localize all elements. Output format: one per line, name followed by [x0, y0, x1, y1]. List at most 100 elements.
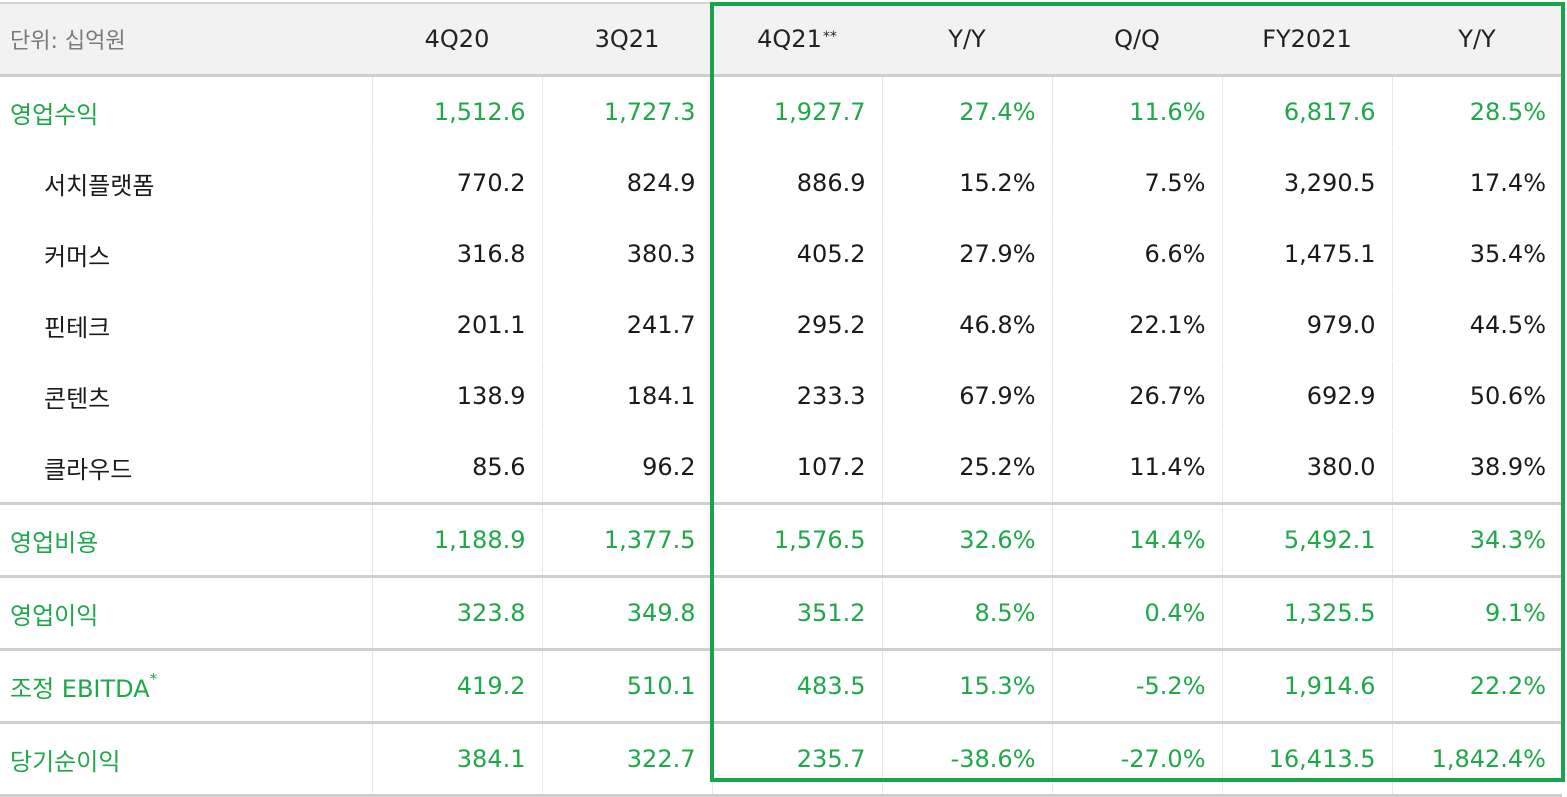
- col-header-fy-yy: Y/Y: [1392, 2, 1562, 77]
- cell: 1,475.1: [1221, 218, 1392, 290]
- cell: 8.5%: [881, 576, 1052, 651]
- cell: 0.4%: [1051, 576, 1222, 651]
- cell: 44.5%: [1391, 289, 1562, 361]
- cell: 1,927.7: [711, 75, 882, 148]
- row-label: 영업수익: [10, 100, 99, 129]
- row-commerce: 커머스 316.8 380.3 405.2 27.9% 6.6% 1,475.1…: [0, 218, 1562, 290]
- cell: 22.1%: [1051, 289, 1222, 361]
- row-search-platform: 서치플랫폼 770.2 824.9 886.9 15.2% 7.5% 3,290…: [0, 147, 1562, 219]
- cell: 384.1: [371, 722, 542, 797]
- row-adjusted-ebitda: 조정 EBITDA* 419.2 510.1 483.5 15.3% -5.2%…: [0, 649, 1562, 724]
- cell: 27.4%: [881, 75, 1052, 148]
- row-label: 서치플랫폼: [44, 171, 155, 200]
- cell: 6.6%: [1051, 218, 1222, 290]
- cell: 25.2%: [881, 431, 1052, 505]
- col-header-4q21: 4Q21**: [712, 2, 882, 77]
- cell: 3,290.5: [1221, 147, 1392, 219]
- row-fintech: 핀테크 201.1 241.7 295.2 46.8% 22.1% 979.0 …: [0, 289, 1562, 361]
- row-label: 조정 EBITDA*: [0, 649, 372, 724]
- cell: 1,914.6: [1221, 649, 1392, 724]
- cell: 26.7%: [1051, 360, 1222, 432]
- cell: 241.7: [541, 289, 712, 361]
- cell: 15.3%: [881, 649, 1052, 724]
- row-net-income: 당기순이익 384.1 322.7 235.7 -38.6% -27.0% 16…: [0, 722, 1562, 797]
- cell: 349.8: [541, 576, 712, 651]
- row-operating-revenue: 영업수익 1,512.6 1,727.3 1,927.7 27.4% 11.6%…: [0, 75, 1562, 148]
- cell: 28.5%: [1391, 75, 1562, 148]
- row-contents: 콘텐츠 138.9 184.1 233.3 67.9% 26.7% 692.9 …: [0, 360, 1562, 432]
- cell: 34.3%: [1391, 503, 1562, 578]
- footnote-mark: *: [149, 669, 158, 688]
- cell: 1,377.5: [541, 503, 712, 578]
- cell: 27.9%: [881, 218, 1052, 290]
- cell: 483.5: [711, 649, 882, 724]
- cell: 322.7: [541, 722, 712, 797]
- col-header-4q20: 4Q20: [372, 2, 542, 77]
- cell: 1,188.9: [371, 503, 542, 578]
- cell: 351.2: [711, 576, 882, 651]
- cell: 1,576.5: [711, 503, 882, 578]
- cell: 184.1: [541, 360, 712, 432]
- cell: -27.0%: [1051, 722, 1222, 797]
- cell: 35.4%: [1391, 218, 1562, 290]
- cell: 405.2: [711, 218, 882, 290]
- cell: 11.6%: [1051, 75, 1222, 148]
- unit-label: 단위: 십억원: [0, 2, 372, 77]
- cell: 323.8: [371, 576, 542, 651]
- cell: 1,325.5: [1221, 576, 1392, 651]
- cell: 14.4%: [1051, 503, 1222, 578]
- cell: 9.1%: [1391, 576, 1562, 651]
- cell: 38.9%: [1391, 431, 1562, 505]
- col-header-fy2021: FY2021: [1222, 2, 1392, 77]
- cell: 15.2%: [881, 147, 1052, 219]
- cell: 16,413.5: [1221, 722, 1392, 797]
- cell: 138.9: [371, 360, 542, 432]
- col-header-4q21-text: 4Q21: [757, 25, 822, 53]
- cell: 46.8%: [881, 289, 1052, 361]
- cell: 510.1: [541, 649, 712, 724]
- cell: -38.6%: [881, 722, 1052, 797]
- cell: 201.1: [371, 289, 542, 361]
- header-row: 단위: 십억원 4Q20 3Q21 4Q21** Y/Y Q/Q FY2021 …: [0, 2, 1562, 77]
- row-label: 핀테크: [44, 313, 111, 342]
- cell: 22.2%: [1391, 649, 1562, 724]
- row-label: 콘텐츠: [44, 384, 111, 413]
- cell: 692.9: [1221, 360, 1392, 432]
- cell: 50.6%: [1391, 360, 1562, 432]
- col-header-yy: Y/Y: [882, 2, 1052, 77]
- cell: 107.2: [711, 431, 882, 505]
- row-label: 영업이익: [0, 576, 372, 651]
- row-cloud: 클라우드 85.6 96.2 107.2 25.2% 11.4% 380.0 3…: [0, 431, 1562, 505]
- col-header-3q21: 3Q21: [542, 2, 712, 77]
- cell: 380.0: [1221, 431, 1392, 505]
- cell: 32.6%: [881, 503, 1052, 578]
- cell: 5,492.1: [1221, 503, 1392, 578]
- cell: 85.6: [371, 431, 542, 505]
- row-label: 당기순이익: [0, 722, 372, 797]
- cell: 11.4%: [1051, 431, 1222, 505]
- row-label: 영업비용: [0, 503, 372, 578]
- cell: 419.2: [371, 649, 542, 724]
- row-label-text: 조정 EBITDA: [10, 674, 150, 703]
- row-label: 커머스: [44, 242, 111, 271]
- cell: 295.2: [711, 289, 882, 361]
- cell: 233.3: [711, 360, 882, 432]
- col-header-qq: Q/Q: [1052, 2, 1222, 77]
- cell: 7.5%: [1051, 147, 1222, 219]
- cell: -5.2%: [1051, 649, 1222, 724]
- row-operating-profit: 영업이익 323.8 349.8 351.2 8.5% 0.4% 1,325.5…: [0, 576, 1562, 651]
- col-header-4q21-footnote-mark: **: [822, 29, 837, 45]
- cell: 770.2: [371, 147, 542, 219]
- cell: 824.9: [541, 147, 712, 219]
- cell: 979.0: [1221, 289, 1392, 361]
- row-label: 클라우드: [0, 431, 372, 505]
- cell: 1,512.6: [371, 75, 542, 148]
- cell: 316.8: [371, 218, 542, 290]
- cell: 380.3: [541, 218, 712, 290]
- cell: 235.7: [711, 722, 882, 797]
- cell: 6,817.6: [1221, 75, 1392, 148]
- cell: 1,842.4%: [1391, 722, 1562, 797]
- cell: 96.2: [541, 431, 712, 505]
